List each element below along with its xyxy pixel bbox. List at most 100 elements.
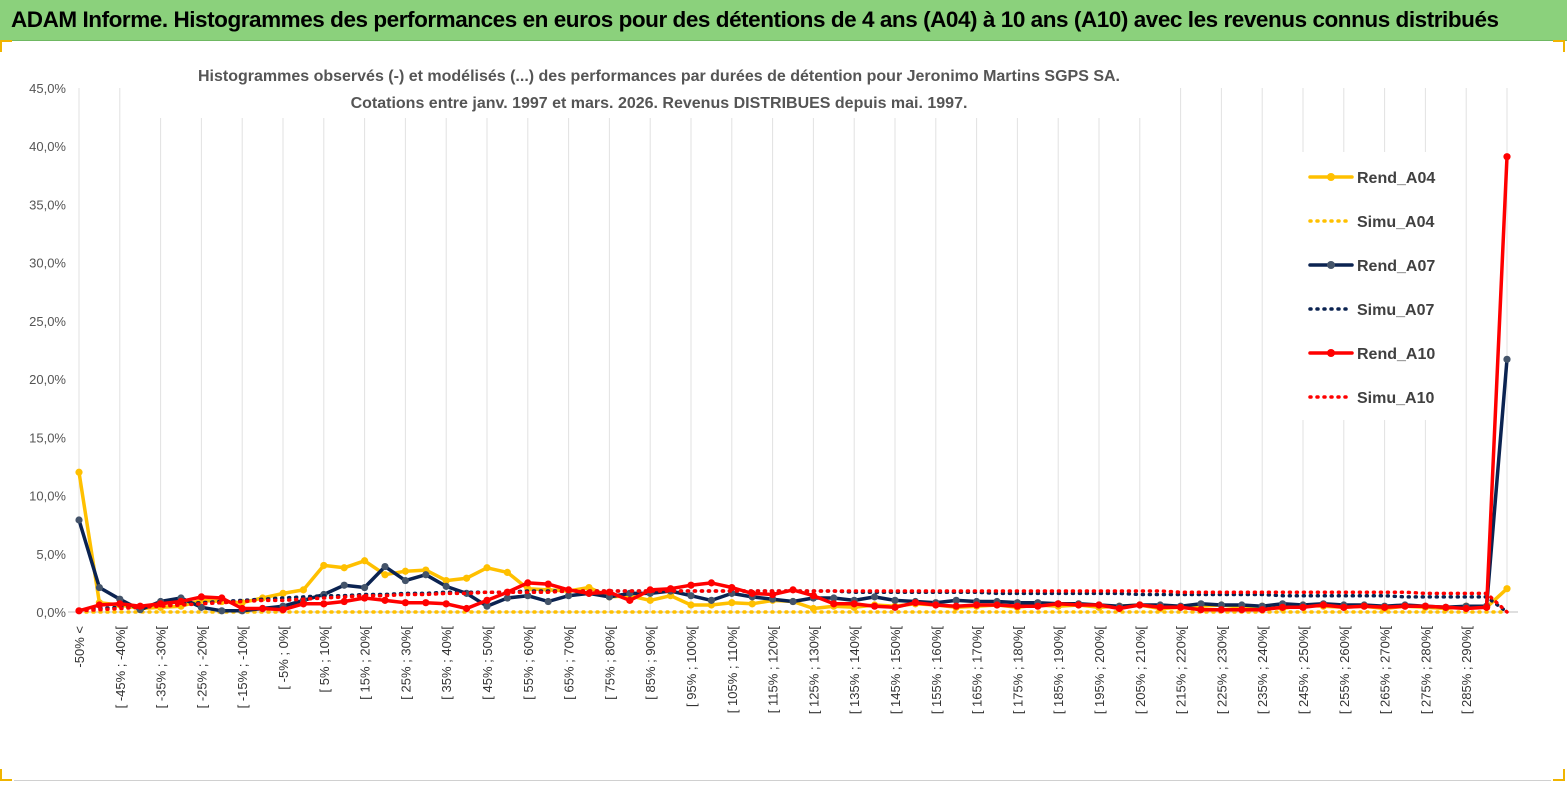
data-point: [1401, 602, 1409, 610]
data-point: [1054, 600, 1062, 608]
legend-label: Simu_A04: [1357, 214, 1434, 231]
legend-label: Rend_A04: [1357, 170, 1435, 187]
x-tick-label: [ -15% ; -10%[: [235, 626, 250, 709]
y-tick-label: 0,0%: [36, 605, 66, 620]
data-point: [646, 596, 654, 604]
data-point: [1503, 585, 1511, 593]
data-point: [626, 596, 634, 604]
x-tick-label: [ 105% ; 110%[: [725, 626, 740, 714]
x-tick-label: [ 85% ; 90%[: [643, 626, 658, 700]
x-tick-label: [ 135% ; 140%[: [847, 626, 862, 715]
data-point: [340, 581, 348, 589]
x-tick-label: [ 15% ; 20%[: [358, 626, 373, 700]
y-tick-label: 25,0%: [29, 314, 66, 329]
data-point: [932, 601, 940, 609]
x-tick-label: [ 155% ; 160%[: [929, 626, 944, 715]
data-point: [830, 594, 838, 602]
legend-label: Simu_A10: [1357, 390, 1434, 407]
y-tick-label: 15,0%: [29, 430, 66, 445]
data-point: [1075, 601, 1083, 609]
frame-bottom-line: [14, 780, 1551, 781]
data-point: [544, 597, 552, 606]
series-layer: [75, 153, 1511, 615]
data-point: [687, 592, 695, 600]
data-point: [850, 600, 858, 608]
data-point: [1258, 606, 1266, 614]
x-tick-label: [ -5% ; 0%[: [276, 626, 291, 690]
data-point: [95, 601, 103, 609]
data-point: [1483, 603, 1491, 611]
y-tick-label: 30,0%: [29, 256, 66, 271]
x-tick-label: [ 165% ; 170%[: [970, 626, 985, 715]
x-tick-label: [ 255% ; 260%[: [1337, 626, 1352, 715]
data-point: [687, 581, 695, 589]
x-tick-label: [ 65% ; 70%[: [562, 626, 577, 700]
data-point: [871, 593, 879, 601]
data-point: [789, 597, 797, 606]
data-point: [687, 601, 695, 609]
data-point: [1136, 601, 1144, 609]
x-tick-label: [ -35% ; -30%[: [154, 626, 169, 709]
data-point: [218, 607, 226, 615]
x-tick-label: [ 265% ; 270%[: [1378, 626, 1393, 715]
data-point: [238, 604, 246, 613]
data-point: [1503, 153, 1511, 161]
data-point: [463, 604, 471, 613]
data-point: [442, 582, 450, 590]
data-point: [177, 597, 185, 606]
data-point: [361, 557, 369, 565]
x-tick-label: [ 125% ; 130%[: [806, 626, 821, 715]
data-point: [1197, 606, 1205, 614]
data-point: [299, 600, 307, 608]
data-point: [503, 594, 511, 602]
x-tick-label: [ 245% ; 250%[: [1296, 626, 1311, 715]
x-tick-label: [ 185% ; 190%[: [1051, 626, 1066, 715]
data-point: [1319, 601, 1327, 609]
data-point: [973, 601, 981, 609]
x-tick-label: [ 55% ; 60%[: [521, 626, 536, 700]
data-point: [952, 596, 960, 604]
data-point: [1197, 600, 1205, 608]
data-point: [1115, 604, 1123, 613]
x-tick-label: [ 195% ; 200%[: [1092, 626, 1107, 715]
data-point: [1238, 606, 1246, 614]
report-header: ADAM Informe. Histogrammes des performan…: [0, 0, 1567, 41]
data-point: [891, 596, 899, 604]
data-point: [871, 602, 879, 610]
data-point: [1340, 603, 1348, 611]
data-point: [483, 602, 491, 610]
legend-label: Simu_A07: [1357, 302, 1434, 319]
data-point: [1381, 603, 1389, 611]
frame-corner-top-left: [0, 40, 12, 52]
data-point: [116, 600, 124, 608]
data-point: [524, 592, 532, 600]
chart-title-line-2: Cotations entre janv. 1997 et mars. 2026…: [351, 95, 968, 112]
data-point: [259, 604, 267, 613]
data-point: [401, 576, 409, 585]
data-point: [1503, 355, 1511, 363]
data-point: [361, 583, 369, 592]
data-point: [483, 596, 491, 604]
x-tick-label: [ 285% ; 290%[: [1459, 626, 1474, 715]
y-tick-label: 10,0%: [29, 489, 66, 504]
legend-marker: [1327, 349, 1335, 357]
x-tick-label: [ 95% ; 100%[: [684, 626, 699, 707]
grid-layer: [78, 88, 1508, 612]
frame-corner-bottom-right: [1553, 769, 1565, 781]
frame-corner-top-right: [1553, 40, 1565, 52]
data-point: [707, 596, 716, 604]
data-point: [218, 594, 226, 602]
data-point: [503, 568, 511, 577]
data-point: [340, 597, 348, 606]
data-point: [381, 562, 389, 571]
series-line-simu-a10: [77, 589, 1509, 614]
data-point: [1462, 604, 1470, 613]
y-tick-label: 20,0%: [29, 372, 66, 387]
axis-layer: 0,0% 5,0% 10,0% 15,0% 20,0% 25,0% 30,0% 35,0% 40…: [29, 81, 1518, 714]
data-point: [197, 593, 205, 601]
x-tick-label: [ 45% ; 50%[: [480, 626, 495, 700]
data-point: [1095, 601, 1103, 609]
x-tick-label: [ 235% ; 240%[: [1255, 626, 1270, 715]
y-tick-label: 35,0%: [29, 197, 66, 212]
